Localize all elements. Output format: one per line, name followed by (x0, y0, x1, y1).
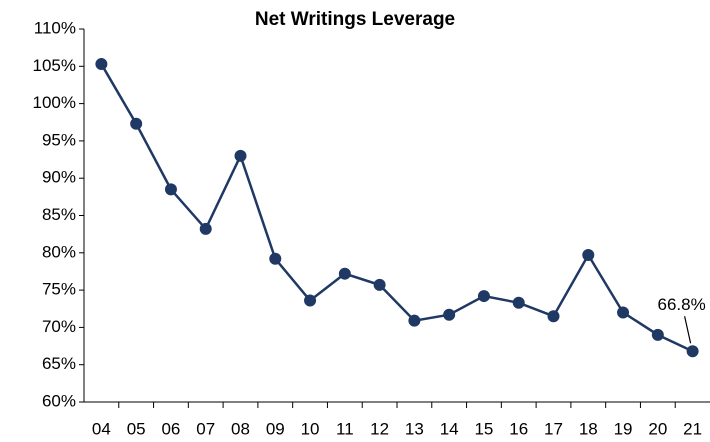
label-leader (684, 316, 692, 344)
marker (651, 328, 664, 341)
x-tick-label: 18 (579, 419, 598, 438)
marker (95, 58, 108, 71)
x-tick-label: 14 (440, 419, 459, 438)
chart-title: Net Writings Leverage (255, 9, 455, 30)
marker (582, 249, 595, 262)
marker (443, 308, 456, 321)
x-tick-label: 07 (196, 419, 215, 438)
data-label: 66.8% (658, 295, 706, 314)
x-tick-label: 15 (474, 419, 493, 438)
x-tick-label: 16 (509, 419, 528, 438)
y-tick-label: 70% (42, 317, 76, 336)
marker (477, 290, 490, 303)
y-tick-label: 105% (33, 56, 76, 75)
marker (164, 183, 177, 196)
x-tick-label: 08 (231, 419, 250, 438)
marker (617, 306, 630, 319)
y-tick-label: 65% (42, 354, 76, 373)
marker (408, 314, 421, 327)
marker (338, 267, 351, 280)
y-tick-label: 110% (34, 18, 76, 37)
y-tick-label: 95% (42, 130, 76, 149)
x-tick-label: 21 (683, 419, 702, 438)
y-tick-label: 80% (42, 242, 76, 261)
marker (269, 252, 282, 265)
x-tick-label: 19 (614, 419, 633, 438)
x-tick-label: 17 (544, 419, 563, 438)
marker (547, 310, 560, 323)
line (100, 63, 694, 353)
marker (130, 117, 143, 130)
x-tick-label: 10 (301, 419, 320, 438)
x-tick-label: 13 (405, 419, 424, 438)
marker (199, 222, 212, 235)
x-tick-label: 12 (370, 419, 389, 438)
marker (234, 149, 247, 162)
x-tick-label: 20 (648, 419, 667, 438)
x-tick-label: 11 (336, 419, 354, 438)
marker (304, 294, 317, 307)
x-tick-label: 06 (161, 419, 180, 438)
y-tick-label: 60% (42, 391, 76, 410)
y-tick-label: 85% (42, 205, 76, 224)
y-tick-label: 75% (42, 280, 76, 299)
y-tick-label: 100% (33, 93, 76, 112)
marker (512, 296, 525, 309)
y-tick-label: 90% (42, 168, 76, 187)
x-tick-label: 05 (127, 419, 146, 438)
x-tick-label: 04 (92, 419, 111, 438)
x-tick-label: 09 (266, 419, 285, 438)
marker (373, 278, 386, 291)
marker (686, 345, 699, 358)
